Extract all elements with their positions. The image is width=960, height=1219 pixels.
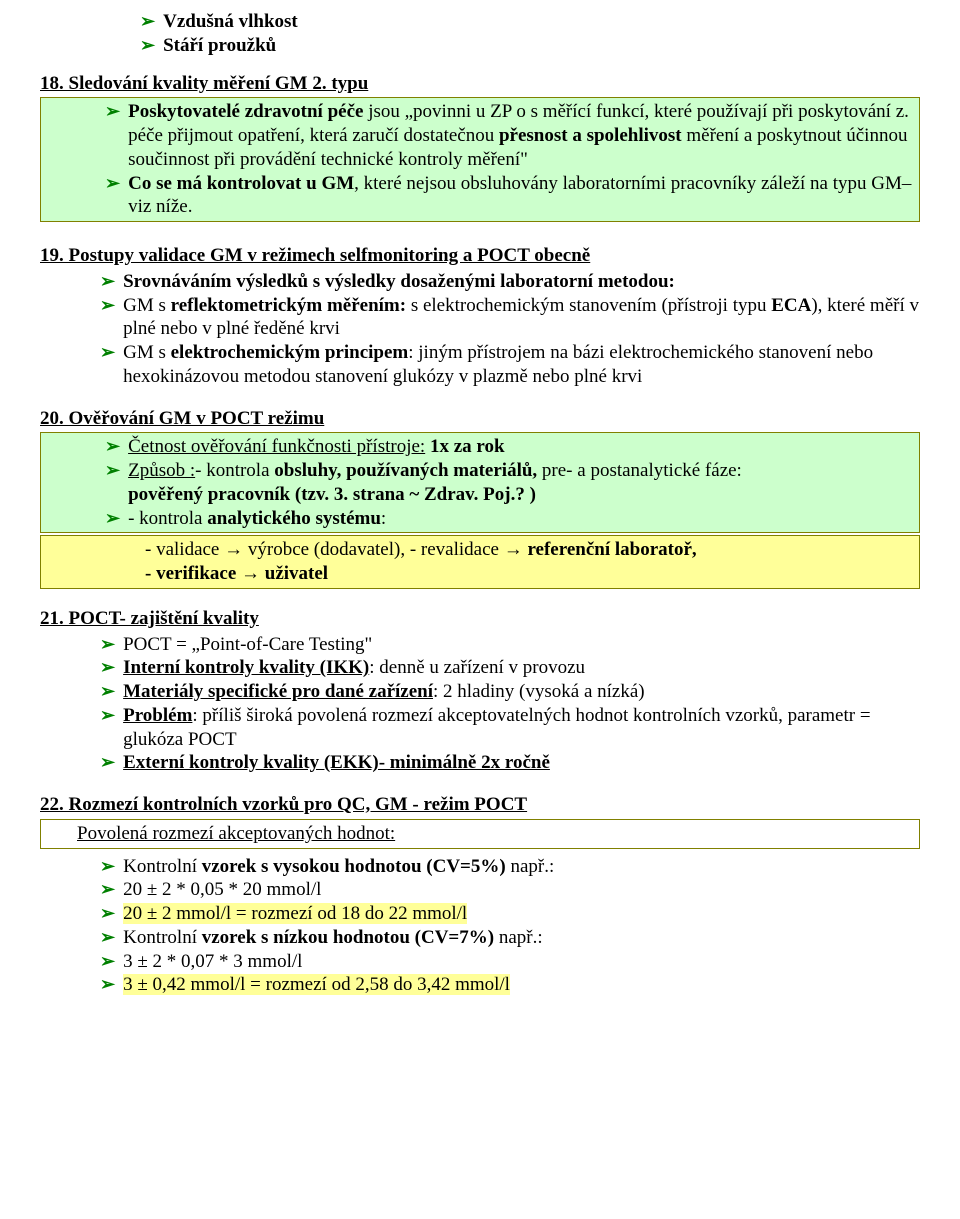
list-item: ➢ GM s elektrochemickým principem: jiným…: [100, 341, 920, 389]
arrow-icon: ➢: [105, 435, 120, 458]
bullet-text: Srovnáváním výsledků s výsledky dosažený…: [123, 271, 675, 292]
bullet-text: 20 ± 2 * 0,05 * 20 mmol/l: [123, 878, 920, 902]
arrow-icon: ➢: [105, 100, 120, 123]
arrow-icon: ➢: [100, 855, 115, 878]
list-item: ➢ Způsob :- kontrola obsluhy, používanýc…: [105, 459, 915, 507]
section-heading-18: 18. Sledování kvality měření GM 2. typu: [40, 72, 920, 96]
arrow-icon: ➢: [140, 34, 155, 57]
arrow-icon: ➢: [100, 973, 115, 996]
arrow-icon: ➢: [100, 926, 115, 949]
section-heading-22: 22. Rozmezí kontrolních vzorků pro QC, G…: [40, 793, 920, 817]
arrow-icon: ➢: [100, 950, 115, 973]
list-item: ➢ Kontrolní vzorek s nízkou hodnotou (CV…: [100, 926, 920, 950]
bullet-text: Co se má kontrolovat u GM, které nejsou …: [128, 172, 915, 220]
bullet-text: GM s reflektometrickým měřením: s elektr…: [123, 294, 920, 342]
arrow-icon: ➢: [140, 10, 155, 33]
bullet-text: Poskytovatelé zdravotní péče jsou „povin…: [128, 100, 915, 171]
arrow-icon: ➢: [100, 270, 115, 293]
list-item: ➢ Materiály specifické pro dané zařízení…: [100, 680, 920, 704]
list-item: ➢ Srovnáváním výsledků s výsledky dosaže…: [100, 270, 920, 294]
list-item: ➢ Problém: příliš široká povolená rozmez…: [100, 704, 920, 752]
boxed-subheading: Povolená rozmezí akceptovaných hodnot:: [40, 819, 920, 849]
arrow-icon: ➢: [100, 341, 115, 364]
list-item: ➢ Četnost ověřování funkčnosti přístroje…: [105, 435, 915, 459]
bullet-text: Stáří proužků: [163, 35, 276, 56]
arrow-icon: ➢: [105, 459, 120, 482]
highlight-box: ➢ Četnost ověřování funkčnosti přístroje…: [40, 432, 920, 533]
sub-line: - validace → výrobce (dodavatel), - reva…: [145, 538, 915, 562]
arrow-icon: ➢: [100, 902, 115, 925]
list-item: ➢ Kontrolní vzorek s vysokou hodnotou (C…: [100, 855, 920, 879]
bullet-text: 3 ± 2 * 0,07 * 3 mmol/l: [123, 950, 920, 974]
arrow-icon: ➢: [100, 633, 115, 656]
list-item: ➢ Externí kontroly kvality (EKK)- minimá…: [100, 751, 920, 775]
arrow-icon: ➢: [100, 680, 115, 703]
arrow-icon: ➢: [100, 704, 115, 727]
arrow-icon: ➢: [105, 507, 120, 530]
arrow-icon: ➢: [100, 294, 115, 317]
list-item: ➢ 3 ± 2 * 0,07 * 3 mmol/l: [100, 950, 920, 974]
list-item: ➢ Co se má kontrolovat u GM, které nejso…: [105, 172, 915, 220]
list-item: ➢ 20 ± 2 * 0,05 * 20 mmol/l: [100, 878, 920, 902]
list-item: ➢ Stáří proužků: [140, 34, 920, 58]
section-heading-19: 19. Postupy validace GM v režimech selfm…: [40, 244, 920, 268]
list-item: ➢ Interní kontroly kvality (IKK): denně …: [100, 656, 920, 680]
highlight-box: ➢ Poskytovatelé zdravotní péče jsou „pov…: [40, 97, 920, 222]
list-item: ➢ - kontrola analytického systému:: [105, 507, 915, 531]
bullet-text: POCT = „Point-of-Care Testing": [123, 633, 920, 657]
sub-heading-text: Povolená rozmezí akceptovaných hodnot:: [77, 823, 395, 844]
sub-line: - verifikace → uživatel: [145, 562, 915, 586]
bullet-text: Kontrolní vzorek s vysokou hodnotou (CV=…: [123, 855, 920, 879]
highlight-box: - validace → výrobce (dodavatel), - reva…: [40, 535, 920, 589]
arrow-icon: ➢: [105, 172, 120, 195]
bullet-text: Způsob :- kontrola obsluhy, používaných …: [128, 459, 915, 507]
arrow-icon: ➢: [100, 656, 115, 679]
list-item: ➢ Vzdušná vlhkost: [140, 10, 920, 34]
bullet-text: Problém: příliš široká povolená rozmezí …: [123, 704, 920, 752]
bullet-text: Materiály specifické pro dané zařízení: …: [123, 680, 920, 704]
bullet-text: - kontrola analytického systému:: [128, 507, 915, 531]
bullet-text: Četnost ověřování funkčnosti přístroje: …: [128, 435, 915, 459]
bullet-text: Externí kontroly kvality (EKK)- minimáln…: [123, 751, 920, 775]
list-item: ➢ Poskytovatelé zdravotní péče jsou „pov…: [105, 100, 915, 171]
section-heading-21: 21. POCT- zajištění kvality: [40, 607, 920, 631]
arrow-icon: ➢: [100, 878, 115, 901]
section-heading-20: 20. Ověřování GM v POCT režimu: [40, 407, 920, 431]
list-item: ➢ 20 ± 2 mmol/l = rozmezí od 18 do 22 mm…: [100, 902, 920, 926]
document-page: ➢ Vzdušná vlhkost ➢ Stáří proužků 18. Sl…: [0, 0, 960, 1027]
list-item: ➢ POCT = „Point-of-Care Testing": [100, 633, 920, 657]
list-item: ➢ GM s reflektometrickým měřením: s elek…: [100, 294, 920, 342]
bullet-text: 3 ± 0,42 mmol/l = rozmezí od 2,58 do 3,4…: [123, 973, 920, 997]
arrow-icon: ➢: [100, 751, 115, 774]
bullet-text: GM s elektrochemickým principem: jiným p…: [123, 341, 920, 389]
bullet-text: Interní kontroly kvality (IKK): denně u …: [123, 656, 920, 680]
bullet-text: Kontrolní vzorek s nízkou hodnotou (CV=7…: [123, 926, 920, 950]
bullet-text: Vzdušná vlhkost: [163, 11, 298, 32]
bullet-text: 20 ± 2 mmol/l = rozmezí od 18 do 22 mmol…: [123, 902, 920, 926]
list-item: ➢ 3 ± 0,42 mmol/l = rozmezí od 2,58 do 3…: [100, 973, 920, 997]
